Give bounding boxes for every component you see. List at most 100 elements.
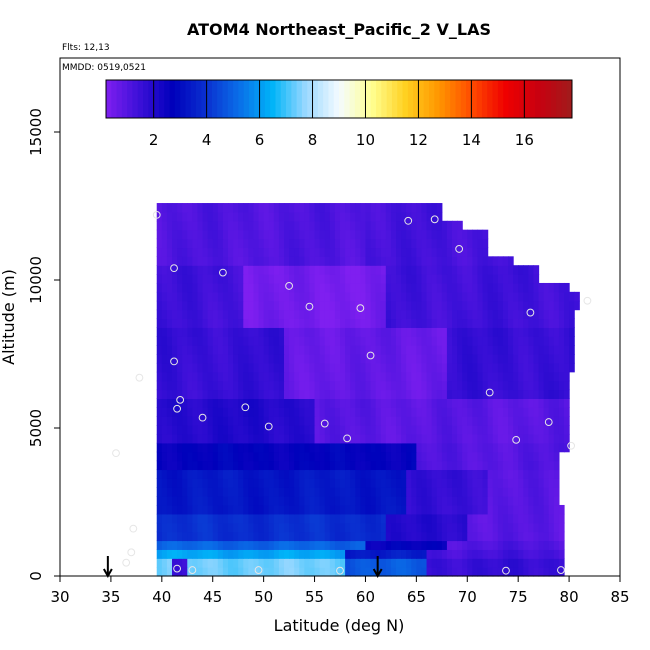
heatmap-cell <box>156 282 163 293</box>
heatmap-cell <box>477 282 484 293</box>
heatmap-cell <box>355 567 361 577</box>
heatmap-cell <box>309 354 316 364</box>
heatmap-cell <box>462 309 468 320</box>
heatmap-cell <box>238 300 244 311</box>
heatmap-cell <box>202 531 209 542</box>
heatmap-cell <box>233 318 239 328</box>
heatmap-cell <box>523 487 529 497</box>
heatmap-cell <box>263 300 270 311</box>
heatmap-cell <box>309 256 316 266</box>
heatmap-cell <box>502 274 509 284</box>
colorbar-segment <box>450 80 456 118</box>
colorbar-segment <box>360 80 366 118</box>
heatmap-cell <box>309 345 316 355</box>
heatmap-cell <box>248 469 255 479</box>
heatmap-cell <box>197 531 204 542</box>
heatmap-cell <box>284 336 290 346</box>
heatmap-cell <box>467 238 473 249</box>
heatmap-cell <box>294 398 300 408</box>
heatmap-cell <box>502 522 509 533</box>
heatmap-cell <box>299 220 305 231</box>
heatmap-cell <box>334 460 341 471</box>
heatmap-cell <box>533 362 540 373</box>
heatmap-cell <box>182 496 188 506</box>
heatmap-cell <box>329 354 336 364</box>
heatmap-cell <box>523 398 529 408</box>
heatmap-cell <box>482 371 489 382</box>
heatmap-cell <box>533 567 540 577</box>
heatmap-cell <box>233 380 239 391</box>
heatmap-cell <box>294 371 300 382</box>
heatmap-cell <box>477 389 484 399</box>
heatmap-cell <box>518 469 524 479</box>
colorbar-segment <box>418 80 425 118</box>
heatmap-cell <box>172 336 178 346</box>
heatmap-cell <box>304 478 311 488</box>
heatmap-cell <box>284 300 290 311</box>
heatmap-cell <box>238 389 244 399</box>
heatmap-cell <box>345 558 351 568</box>
heatmap-cell <box>340 558 346 568</box>
colorbar-tick-label: 4 <box>202 131 212 149</box>
heatmap-cell <box>513 496 519 506</box>
heatmap-cell <box>161 469 168 479</box>
heatmap-cell <box>248 407 255 417</box>
heatmap-cell <box>548 469 555 479</box>
heatmap-cell <box>370 416 377 426</box>
heatmap-cell <box>477 371 484 382</box>
heatmap-cell <box>564 416 570 426</box>
sample-point <box>404 216 413 225</box>
heatmap-cell <box>161 371 168 382</box>
heatmap-cell <box>390 389 397 399</box>
heatmap-cell <box>172 469 178 479</box>
heatmap-cell <box>508 416 514 426</box>
heatmap-cell <box>569 336 575 346</box>
colorbar-segment <box>243 80 250 118</box>
heatmap-cell <box>273 416 280 426</box>
heatmap-cell <box>441 540 448 550</box>
heatmap-cell <box>564 398 570 408</box>
heatmap-cell <box>375 460 382 471</box>
heatmap-cell <box>258 398 265 408</box>
heatmap-cell <box>166 229 173 240</box>
heatmap-cell <box>263 309 270 320</box>
heatmap-cell <box>385 354 392 364</box>
heatmap-cell <box>212 478 219 488</box>
heatmap-cell <box>548 487 555 497</box>
heatmap-cell <box>258 540 265 550</box>
heatmap-cell <box>238 309 244 320</box>
heatmap-cell <box>238 247 244 257</box>
heatmap-cell <box>217 220 224 231</box>
heatmap-cell <box>441 256 448 266</box>
heatmap-cell <box>222 203 229 213</box>
heatmap-cell <box>436 300 443 311</box>
heatmap-cell <box>268 442 275 453</box>
heatmap-cell <box>431 425 438 435</box>
heatmap-cell <box>492 531 499 542</box>
heatmap-cell <box>558 442 565 453</box>
heatmap-cell <box>192 487 199 497</box>
heatmap-cell <box>406 433 412 444</box>
heatmap-cell <box>487 433 494 444</box>
heatmap-cell <box>345 433 351 444</box>
heatmap-cell <box>385 371 392 382</box>
heatmap-cell <box>472 398 479 408</box>
heatmap-cell <box>253 487 260 497</box>
heatmap-cell <box>370 389 377 399</box>
heatmap-cell <box>166 318 173 328</box>
heatmap-cell <box>385 398 392 408</box>
heatmap-cell <box>513 345 519 355</box>
heatmap-cell <box>278 282 285 293</box>
heatmap-cell <box>294 238 300 249</box>
heatmap-cell <box>263 442 270 453</box>
heatmap-cell <box>202 318 209 328</box>
heatmap-cell <box>482 327 489 337</box>
heatmap-cell <box>263 531 270 542</box>
heatmap-cell <box>482 398 489 408</box>
heatmap-cell <box>482 407 489 417</box>
heatmap-cell <box>217 371 224 382</box>
heatmap-cell <box>401 487 407 497</box>
heatmap-cell <box>258 407 265 417</box>
heatmap-cell <box>548 558 555 568</box>
heatmap-cell <box>467 407 473 417</box>
